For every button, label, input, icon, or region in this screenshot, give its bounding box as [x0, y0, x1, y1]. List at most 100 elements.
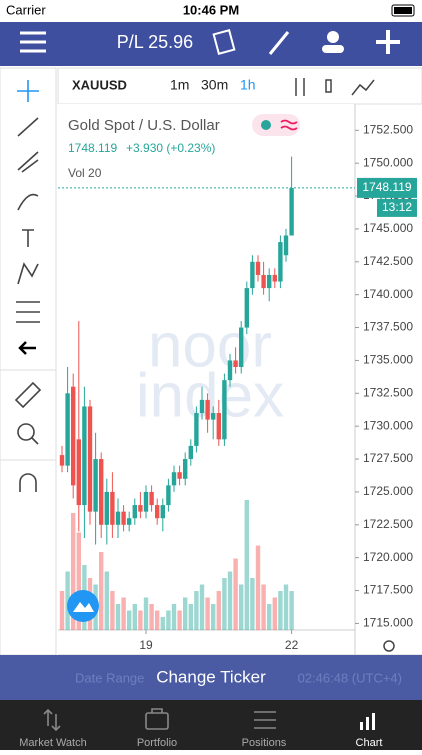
candle-body	[171, 472, 177, 486]
candle-body	[99, 459, 104, 525]
volume-bar	[194, 591, 199, 630]
volume-bar	[127, 610, 132, 630]
candle-body	[138, 505, 143, 512]
volume-bar	[115, 604, 121, 630]
volume-bar	[278, 591, 283, 630]
candle-body	[227, 360, 233, 381]
watermark: noor	[148, 311, 272, 380]
candle-body	[216, 413, 221, 440]
volume-bar	[132, 604, 137, 630]
volume-label: Vol 20	[68, 166, 102, 180]
volume-bar	[222, 578, 227, 630]
chart-tab-icon	[360, 713, 375, 730]
price-change: +3.930 (+0.23%)	[126, 141, 215, 155]
add-button[interactable]	[376, 30, 400, 54]
logo-mark	[73, 602, 94, 612]
interval[interactable]: 1m	[170, 77, 189, 93]
volume-bar	[227, 571, 233, 630]
y-tick-label: 1732.500	[363, 385, 413, 399]
tab-icons	[43, 708, 276, 732]
candle-body	[127, 518, 132, 525]
volume-bar	[171, 604, 177, 630]
y-tick-label: 1730.000	[363, 418, 413, 432]
status-bar	[0, 0, 422, 22]
candle-body	[177, 472, 182, 479]
candle-body	[104, 491, 109, 525]
tab-bar	[0, 700, 422, 750]
volume-bar	[104, 571, 109, 630]
pl-title: P/L 25.96	[117, 32, 193, 52]
volume-bar	[244, 500, 249, 630]
volume-bar	[205, 597, 210, 630]
candle-body	[160, 505, 165, 519]
menu-button[interactable]	[20, 31, 46, 53]
candle-body	[283, 235, 289, 256]
countdown-tag	[377, 198, 417, 217]
tab-label[interactable]: Portfolio	[137, 737, 177, 749]
volume-bar	[155, 610, 160, 630]
volume-bar	[239, 584, 244, 630]
tab-label[interactable]: Positions	[242, 737, 287, 749]
watermark: index	[136, 361, 284, 430]
volume-bar	[99, 552, 104, 630]
x-tick-label: 19	[139, 638, 153, 652]
candle-body	[267, 274, 272, 289]
symbol[interactable]: XAUUSD	[72, 77, 127, 92]
volume-bar	[289, 591, 294, 630]
price-tag-label: 1748.119	[362, 180, 411, 194]
battery	[391, 4, 415, 17]
legend-toggle[interactable]	[252, 114, 300, 136]
settings-icon	[383, 640, 395, 652]
chart-title: Gold Spot / U.S. Dollar	[68, 117, 220, 134]
candle-body	[166, 485, 171, 506]
candle-body	[87, 406, 93, 512]
y-tick-label: 1745.000	[363, 221, 413, 235]
volume-bar	[199, 584, 205, 630]
clock: 10:46 PM	[183, 2, 239, 17]
y-tick-label: 1720.000	[363, 550, 413, 564]
interval[interactable]: 1h	[240, 77, 256, 93]
candle-body	[93, 459, 98, 512]
candle-body	[183, 459, 188, 479]
volume-bar	[250, 578, 255, 630]
volume-bar	[255, 545, 261, 630]
y-tick-label: 1737.500	[363, 320, 413, 334]
candle-body	[278, 242, 283, 282]
candle-body	[149, 491, 154, 506]
candle-body	[261, 274, 266, 289]
volume-bar	[138, 610, 143, 630]
orders-icon[interactable]	[212, 29, 236, 55]
candle-body	[155, 505, 160, 519]
candle-body	[194, 413, 199, 446]
date-range: Date Range	[75, 670, 144, 685]
candle-body	[71, 386, 76, 486]
battery-level	[394, 7, 412, 14]
y-tick-label: 1715.000	[363, 616, 413, 630]
candle-body	[65, 393, 70, 466]
volume-bar	[166, 610, 171, 630]
x-tick-label: 22	[285, 638, 299, 652]
draw-icon[interactable]	[268, 31, 290, 55]
candle-body	[239, 327, 244, 367]
candle-body	[115, 511, 121, 525]
volume-bar	[283, 584, 289, 630]
y-tick-label: 1722.500	[363, 517, 413, 531]
plot-area	[58, 104, 355, 630]
candle-body	[59, 455, 65, 466]
users-icon[interactable]	[322, 31, 344, 53]
candle-body	[205, 399, 210, 420]
change-ticker-button[interactable]: Change Ticker	[156, 667, 266, 686]
nav-bar	[0, 22, 422, 66]
y-tick-label: 1752.500	[363, 122, 413, 136]
interval[interactable]: 30m	[201, 77, 228, 93]
tab-label[interactable]: Chart	[356, 737, 383, 749]
volume-bar	[261, 584, 266, 630]
candle-body	[211, 413, 216, 420]
candle-body	[121, 511, 126, 525]
tab-label[interactable]: Market Watch	[19, 737, 86, 749]
chart-type-icons[interactable]	[295, 78, 375, 96]
drawing-tools[interactable]	[14, 80, 42, 492]
price-tag	[357, 177, 417, 198]
